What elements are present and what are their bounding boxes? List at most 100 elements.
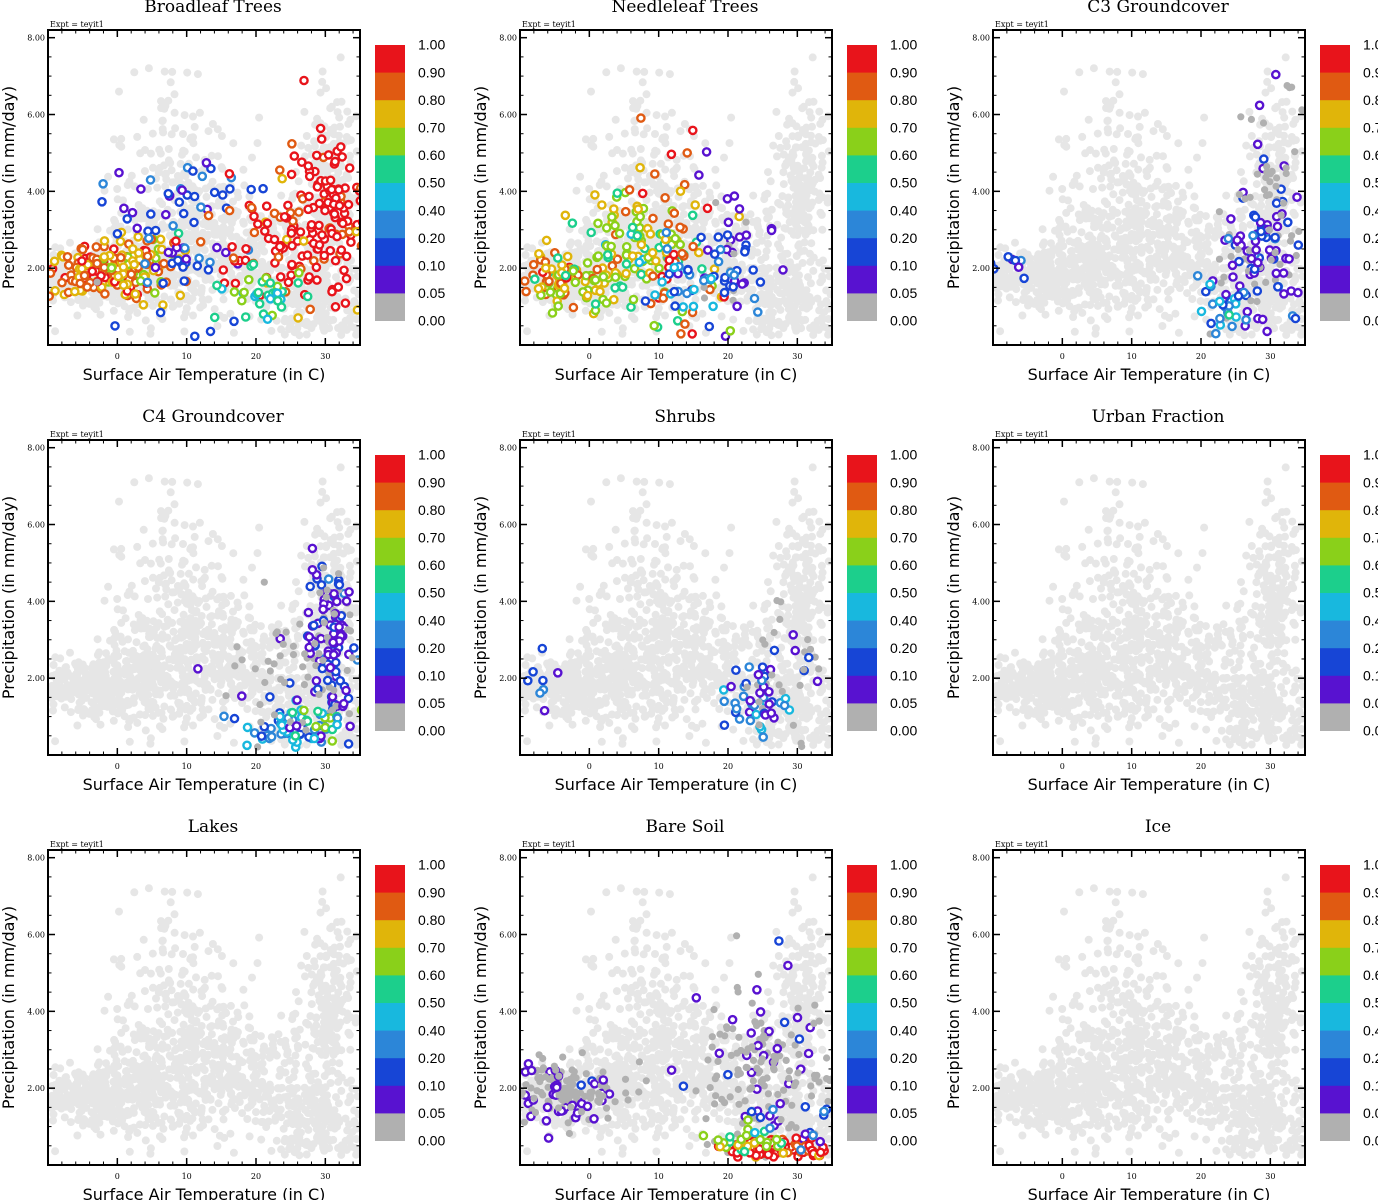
- background-point: [814, 196, 823, 204]
- data-point: [713, 256, 724, 267]
- background-point: [747, 251, 756, 260]
- background-point: [994, 290, 1003, 299]
- background-point: [1159, 152, 1167, 161]
- colorbar-label: 0.05: [890, 285, 917, 301]
- background-point: [599, 171, 608, 180]
- background-point: [789, 309, 798, 318]
- background-point: [130, 68, 139, 77]
- background-point: [602, 68, 611, 77]
- background-point: [125, 307, 134, 316]
- data-point: [177, 185, 187, 195]
- background-point: [774, 132, 783, 140]
- background-point: [1160, 311, 1169, 320]
- data-point: [100, 289, 110, 299]
- background-point: [1058, 299, 1067, 308]
- background-point: [718, 204, 727, 213]
- background-point: [337, 97, 346, 106]
- data-point: [635, 162, 645, 173]
- background-point: [779, 168, 788, 177]
- background-point: [1087, 280, 1096, 289]
- background-point: [1005, 293, 1014, 302]
- data-point: [325, 175, 336, 186]
- background-point: [616, 64, 625, 73]
- background-point: [1155, 219, 1164, 227]
- background-point: [816, 119, 825, 128]
- background-point: [788, 88, 797, 97]
- background-point: [538, 298, 547, 307]
- data-point: [343, 199, 354, 210]
- background-point: [1047, 285, 1056, 294]
- data-point: [530, 274, 540, 285]
- background-point: [1200, 113, 1209, 122]
- background-point: [148, 129, 157, 138]
- background-point: [784, 193, 793, 202]
- data-point: [696, 232, 706, 243]
- background-point: [204, 127, 213, 136]
- colorbar-label: 0.60: [890, 147, 917, 163]
- background-point: [1171, 309, 1180, 318]
- data-point: [609, 204, 619, 214]
- background-point: [1039, 276, 1048, 285]
- background-point: [1087, 206, 1096, 215]
- data-point: [109, 244, 119, 254]
- data-point: [192, 261, 203, 271]
- data-point: [662, 244, 673, 254]
- data-point: [766, 225, 777, 236]
- background-point: [232, 232, 241, 241]
- background-point: [652, 111, 661, 120]
- background-point: [1198, 139, 1207, 148]
- background-point: [572, 186, 581, 195]
- background-point: [1062, 134, 1071, 143]
- data-point: [224, 168, 235, 179]
- data-point: [712, 199, 720, 207]
- background-point: [779, 180, 788, 189]
- background-point: [1145, 263, 1154, 272]
- background-point: [316, 88, 325, 97]
- data-point: [337, 152, 348, 162]
- data-point: [568, 266, 579, 276]
- background-point: [676, 127, 685, 136]
- background-point: [605, 132, 614, 141]
- data-point: [601, 223, 612, 233]
- background-point: [1098, 183, 1107, 192]
- background-point: [1196, 232, 1205, 240]
- data-point: [601, 298, 612, 308]
- data-point: [323, 150, 334, 160]
- background-point: [141, 316, 150, 325]
- y-tick-label: 2.00: [27, 264, 45, 273]
- background-point: [1219, 264, 1228, 273]
- background-point: [334, 168, 343, 177]
- data-point: [225, 184, 235, 194]
- background-point: [1153, 239, 1162, 248]
- background-point: [1177, 250, 1186, 259]
- data-point: [110, 321, 120, 331]
- colorbar-label: 0.60: [418, 147, 445, 163]
- background-point: [1153, 120, 1162, 128]
- data-point: [648, 271, 658, 281]
- background-point: [624, 174, 632, 183]
- background-point: [66, 298, 75, 307]
- background-point: [115, 87, 123, 96]
- background-point: [744, 316, 753, 325]
- background-point: [1041, 310, 1050, 319]
- background-point: [1081, 300, 1089, 309]
- data-point: [240, 255, 251, 266]
- data-point: [265, 293, 276, 304]
- background-point: [160, 292, 169, 301]
- background-point: [1238, 221, 1247, 230]
- data-point: [254, 298, 265, 309]
- y-tick-label: 6.00: [499, 111, 517, 120]
- background-point: [217, 132, 226, 140]
- background-point: [1222, 191, 1231, 200]
- background-point: [690, 258, 699, 267]
- data-point: [545, 287, 556, 297]
- background-point: [585, 251, 594, 260]
- background-point: [711, 165, 720, 174]
- background-point: [259, 264, 268, 273]
- background-point: [1125, 313, 1134, 322]
- background-point: [656, 159, 665, 168]
- data-point: [203, 264, 214, 275]
- data-point: [541, 263, 551, 273]
- background-point: [672, 155, 681, 164]
